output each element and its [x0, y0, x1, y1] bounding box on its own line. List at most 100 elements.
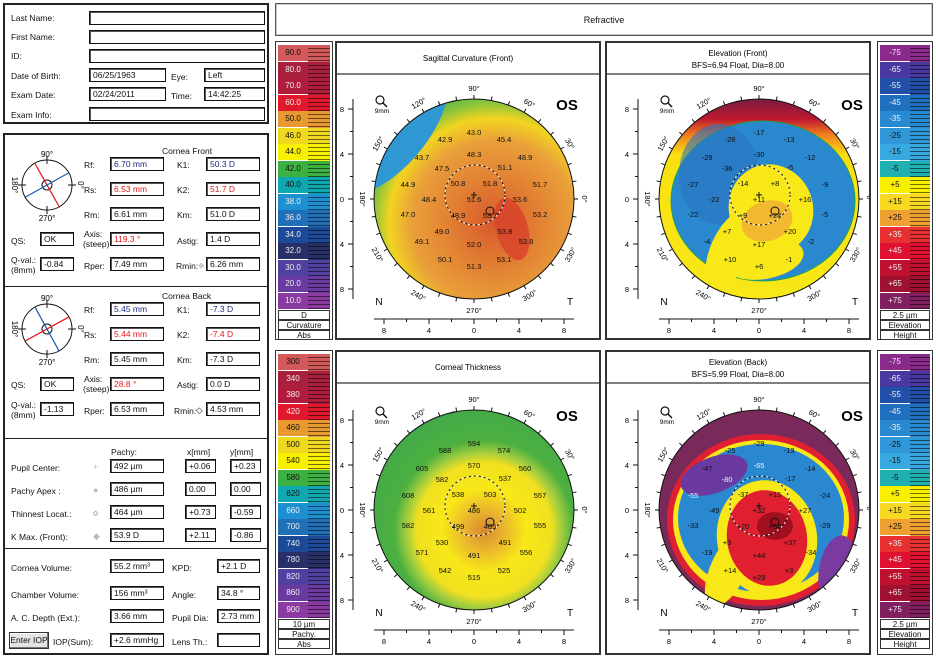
y-column-header: y[mm] — [230, 447, 254, 457]
exam-info-label: Exam Info: — [11, 110, 52, 120]
curvature-color-scale: 90.0 80.0 70.0 60.0 50.0 46.0 44.0 42.0 40.0 38.0… — [275, 41, 333, 340]
angle-tick — [371, 215, 376, 218]
map-elevation-back[interactable]: Elevation (Back) BFS=5.99 Float, Dia=8.00… — [605, 350, 874, 655]
scale-bar — [910, 403, 930, 420]
scale-bar — [308, 568, 330, 585]
flat-axis-line — [24, 172, 70, 198]
scale-bar — [910, 502, 930, 519]
scale-swatch: 44.0 — [278, 144, 308, 160]
qval-label: Q-val.: — [11, 400, 37, 410]
angle-tick — [668, 457, 673, 461]
angle-tick — [706, 285, 710, 290]
angle-tick — [550, 262, 554, 267]
scale-bar — [910, 193, 930, 210]
map-value: 515 — [468, 573, 481, 582]
angle-tick — [376, 232, 381, 236]
scale-swatch: 32.0 — [278, 243, 308, 259]
scale-swatch: +55 — [880, 259, 910, 276]
zoom-icon[interactable] — [667, 102, 673, 108]
rs-label: Rs: — [84, 330, 97, 340]
angle-label: 210° — [370, 557, 386, 575]
x-axis-tick-label: 8 — [382, 637, 386, 646]
map-value: 42.9 — [438, 135, 453, 144]
angle-tick — [455, 407, 458, 412]
angle-tick — [437, 603, 441, 608]
divider — [5, 286, 267, 287]
flat-axis-line — [34, 306, 60, 352]
scale-swatch: +55 — [880, 568, 910, 585]
scale-swatch: 80.0 — [278, 61, 308, 78]
scale-bar — [910, 585, 930, 602]
thinnest-point-icon — [770, 206, 780, 216]
elevation-front-map[interactable]: Elevation (Front) BFS=6.94 Float, Dia=8.0… — [607, 43, 874, 338]
rf-value: 6.70 mm — [110, 157, 164, 171]
rper-value: 7.49 mm — [110, 257, 164, 271]
zoom-icon[interactable] — [375, 406, 385, 416]
exam-info-field[interactable] — [89, 107, 265, 121]
scale-unit-label: 10 µm — [278, 619, 330, 629]
scale-bar — [910, 160, 930, 177]
zoom-icon[interactable] — [660, 95, 670, 105]
y-axis-tick-label: 0 — [340, 195, 344, 204]
exam-date-field[interactable]: 02/24/2011 — [89, 87, 166, 101]
angle-tick — [835, 262, 839, 267]
angle-tick — [455, 608, 458, 613]
thickness-map[interactable]: Corneal Thickness 90° 60° 30° 0° 330° 300° 270°… — [337, 352, 599, 653]
scale-swatch: 10.0 — [278, 292, 308, 309]
angle-tick — [845, 146, 850, 150]
map-value: 582 — [402, 521, 415, 530]
angle-tick — [822, 119, 827, 123]
rmin-diamond-icon: ◇ — [196, 405, 203, 415]
zoom-icon[interactable] — [375, 95, 385, 105]
zoom-icon[interactable] — [667, 413, 673, 419]
curvature-map[interactable]: Sagittal Curvature (Front) 90° 60° 30° 0° 330… — [337, 43, 599, 338]
elevation-back-map[interactable]: Elevation (Back) BFS=5.99 Float, Dia=8.00… — [607, 352, 874, 653]
zoom-icon[interactable] — [382, 102, 388, 108]
scale-bar — [910, 226, 930, 243]
scale-swatch: -15 — [880, 453, 910, 469]
angle-tick — [421, 108, 425, 113]
x-axis-tick-label: 8 — [562, 637, 566, 646]
scale-bar — [308, 177, 330, 194]
angle-label: 330° — [563, 557, 579, 575]
dob-field[interactable]: 06/25/1963 — [89, 68, 166, 82]
zoom-icon[interactable] — [660, 406, 670, 416]
id-field[interactable] — [89, 49, 265, 63]
time-field[interactable]: 14:42:25 — [204, 87, 265, 101]
angle-tick — [406, 586, 411, 590]
map-value: -36 — [722, 164, 733, 173]
map-region — [724, 238, 804, 280]
first-name-field[interactable] — [89, 30, 265, 44]
pachy-row-x: 0.00 — [185, 482, 216, 496]
scale-swatch: +75 — [880, 292, 910, 309]
angle-tick — [560, 248, 565, 252]
color-map — [374, 410, 574, 610]
last-name-field[interactable] — [89, 11, 265, 25]
eye-field[interactable]: Left — [204, 68, 265, 82]
map-value: 530 — [436, 538, 449, 547]
angle-tick — [852, 543, 857, 547]
zoom-icon[interactable] — [382, 413, 388, 419]
scale-swatch: -5 — [880, 469, 910, 486]
k2-label: K2: — [177, 330, 190, 340]
map-value: -4 — [704, 237, 711, 246]
angle-tick — [537, 275, 542, 279]
map-value: 51.8 — [483, 179, 498, 188]
scale-swatch: +75 — [880, 601, 910, 618]
enter-iop-button[interactable]: Enter IOP — [9, 632, 49, 649]
eye-label: OS — [841, 97, 863, 114]
scale-type-label: Elevation — [880, 320, 930, 330]
x-axis-tick-label: 8 — [382, 326, 386, 335]
scale-bar — [308, 78, 330, 95]
angle-tick — [421, 419, 425, 424]
pupil-circle — [729, 164, 791, 226]
map-corneal-thickness[interactable]: Corneal Thickness 90° 60° 30° 0° 330° 300° 270°… — [335, 350, 601, 655]
angle-label: 180° — [358, 502, 367, 518]
map-sagittal-curvature[interactable]: Sagittal Curvature (Front) 90° 60° 30° 0° 330… — [335, 41, 601, 340]
time-label: Time: — [171, 91, 192, 101]
eye-label: OS — [841, 408, 863, 425]
map-value: -17 — [785, 474, 796, 483]
map-region — [680, 454, 748, 496]
scale-swatch: 900 — [278, 601, 308, 618]
map-elevation-front[interactable]: Elevation (Front) BFS=6.94 Float, Dia=8.0… — [605, 41, 874, 340]
